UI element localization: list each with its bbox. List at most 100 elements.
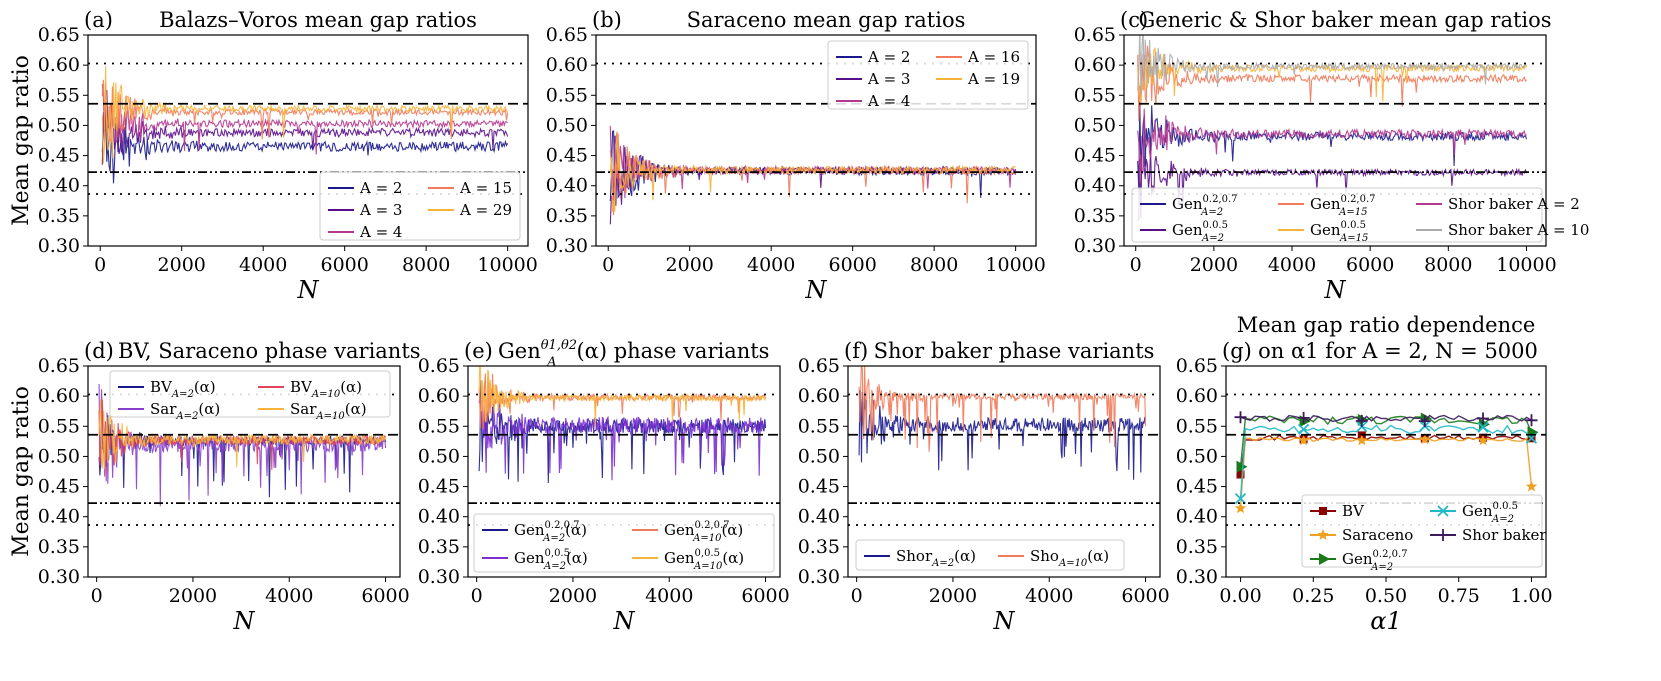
legend-label: Shor baker — [1462, 526, 1547, 544]
x-tick-label: 6000 — [828, 254, 876, 276]
legend-label: Gen0.0.5 A=2 — [1462, 501, 1518, 525]
y-axis-label: Mean gap ratio — [9, 55, 34, 226]
legend-sup: 0.2,0.7 — [1203, 194, 1238, 205]
legend-sub: A=2 — [543, 561, 566, 572]
y-tick-label: 0.35 — [418, 536, 460, 558]
legend-arg: (α) — [194, 378, 216, 396]
x-tick-label: 4000 — [1268, 254, 1316, 276]
legend-name: Sar — [150, 400, 177, 418]
x-tick-label: 8000 — [402, 254, 450, 276]
legend-marker — [1319, 507, 1327, 515]
y-tick-label: 0.45 — [798, 476, 840, 498]
chart-title: Saraceno mean gap ratios — [687, 8, 966, 32]
legend-arg: (α) — [565, 521, 587, 539]
x-axis-label: α1 — [1370, 607, 1401, 635]
legend-name: Shor baker A = 10 — [1448, 221, 1589, 239]
title-gen: Gen — [498, 339, 541, 363]
y-tick-label: 0.30 — [1074, 235, 1116, 257]
legend-sup: 0.0.5 — [1203, 220, 1228, 231]
chart-title: Shor baker phase variants — [874, 339, 1155, 363]
x-tick-label: 0 — [602, 254, 614, 276]
series-marker-6-0-0 — [1236, 470, 1245, 479]
legend-item-1: A = 3 — [836, 70, 910, 88]
x-axis-label: N — [1324, 276, 1347, 304]
chart-panel-3: 0.30 0.35 0.40 0.45 0.50 0.55 0.60 0.65 0 2000 400… — [9, 339, 421, 635]
series-marker-6-2-0 — [1236, 460, 1248, 473]
legend-label: A = 2 — [359, 179, 402, 197]
chart-title: Generic & Shor baker mean gap ratios — [1138, 8, 1551, 32]
series-marker-6-1-4 — [1477, 434, 1489, 446]
legend-name: BV — [1342, 502, 1365, 520]
chart-panel-6: 0.30 0.35 0.40 0.45 0.50 0.55 0.60 0.65 0.00 0.25… — [1176, 313, 1553, 635]
x-tick-label: 0 — [471, 585, 483, 607]
legend-item-0: Gen0.2,0.7 A=2 — [1140, 194, 1238, 218]
y-tick-label: 0.50 — [1176, 445, 1218, 467]
legend-name: Gen — [1310, 195, 1341, 213]
series-line-5-0 — [858, 390, 1147, 480]
legend-label: Gen0.2,0.7 A=2 — [1342, 549, 1408, 573]
x-tick-label: 6000 — [320, 254, 368, 276]
legend-marker — [1437, 529, 1449, 541]
x-tick-label: 6000 — [741, 585, 789, 607]
legend-marker — [1317, 529, 1329, 540]
y-tick-label: 0.65 — [418, 355, 460, 377]
legend: Gen0.2,0.7 A=2(α)Gen0,0.5 A=2(α)Gen0.2,0.7… — [473, 513, 775, 573]
legend-name: A = 2 — [359, 179, 402, 197]
x-tick-label: 0 — [851, 585, 863, 607]
legend-sub: A=2 — [1200, 207, 1223, 218]
legend-sup: 0.2,0.7 — [545, 520, 580, 531]
legend-label: A = 4 — [867, 92, 910, 110]
legend-label: SarA=10(α) — [290, 400, 367, 422]
legend-item-1: SarA=2(α) — [118, 400, 220, 422]
legend-name: A = 29 — [459, 201, 512, 219]
legend-item-4: A = 19 — [936, 70, 1020, 88]
series-line-3-3 — [98, 398, 387, 470]
x-tick-label: 0 — [91, 585, 103, 607]
chart-title: Balazs–Voros mean gap ratios — [159, 8, 477, 32]
y-tick-label: 0.35 — [546, 205, 588, 227]
legend-item-2: BVA=10(α) — [258, 378, 362, 400]
panel-letter: (e) — [464, 339, 493, 363]
series-line-2-2 — [1137, 45, 1527, 122]
legend-sub: A=15 — [1339, 233, 1368, 244]
legend-name: Gen — [1342, 550, 1373, 568]
x-axis-label: N — [233, 607, 256, 635]
x-tick-label: 1.00 — [1510, 585, 1552, 607]
legend-name: Gen — [664, 549, 695, 567]
y-tick-label: 0.40 — [38, 175, 80, 197]
title-sub: A — [546, 355, 556, 370]
y-tick-label: 0.30 — [38, 566, 80, 588]
legend-name: A = 3 — [867, 70, 910, 88]
legend-sup: 0.0.5 — [1493, 501, 1518, 512]
series-line-3-0 — [98, 415, 387, 498]
x-tick-label: 10000 — [985, 254, 1045, 276]
y-tick-label: 0.60 — [1074, 54, 1116, 76]
legend-item-4: Shor baker A = 2 — [1416, 195, 1580, 213]
chart-panel-0: 0.30 0.35 0.40 0.45 0.50 0.55 0.60 0.65 0 2000 400… — [9, 8, 538, 304]
legend: ShorA=2(α) ShoA=10(α) — [855, 539, 1125, 571]
y-tick-label: 0.40 — [418, 506, 460, 528]
x-tick-label: 0.50 — [1365, 585, 1407, 607]
legend-item-1: ShoA=10(α) — [998, 547, 1109, 569]
series-line-1-3 — [609, 133, 1016, 216]
y-tick-label: 0.50 — [798, 445, 840, 467]
chart-title: Genθ1,θ2 A (α) phase variants — [498, 338, 769, 370]
series-marker-6-4-4 — [1477, 412, 1489, 425]
x-tick-label: 2000 — [929, 585, 977, 607]
legend-sub: A=2 — [542, 533, 565, 544]
series-marker-6-4-1 — [1297, 411, 1310, 424]
legend-sub: A=2 — [171, 389, 194, 400]
legend-label: Gen0.2,0.7 A=2(α) — [514, 520, 587, 544]
series-line-1-1 — [609, 135, 1017, 225]
x-tick-label: 6000 — [361, 585, 409, 607]
y-tick-label: 0.60 — [1176, 385, 1218, 407]
y-tick-label: 0.35 — [38, 536, 80, 558]
legend-item-2: Gen0.2,0.7 A=2 — [1310, 549, 1408, 573]
legend-label: A = 3 — [359, 201, 402, 219]
legend-item-0: A = 2 — [328, 179, 402, 197]
legend-name: Shor baker — [1462, 526, 1547, 544]
y-tick-label: 0.55 — [38, 415, 80, 437]
legend-sub: A=10 — [692, 533, 722, 544]
legend-name: A = 16 — [967, 48, 1020, 66]
